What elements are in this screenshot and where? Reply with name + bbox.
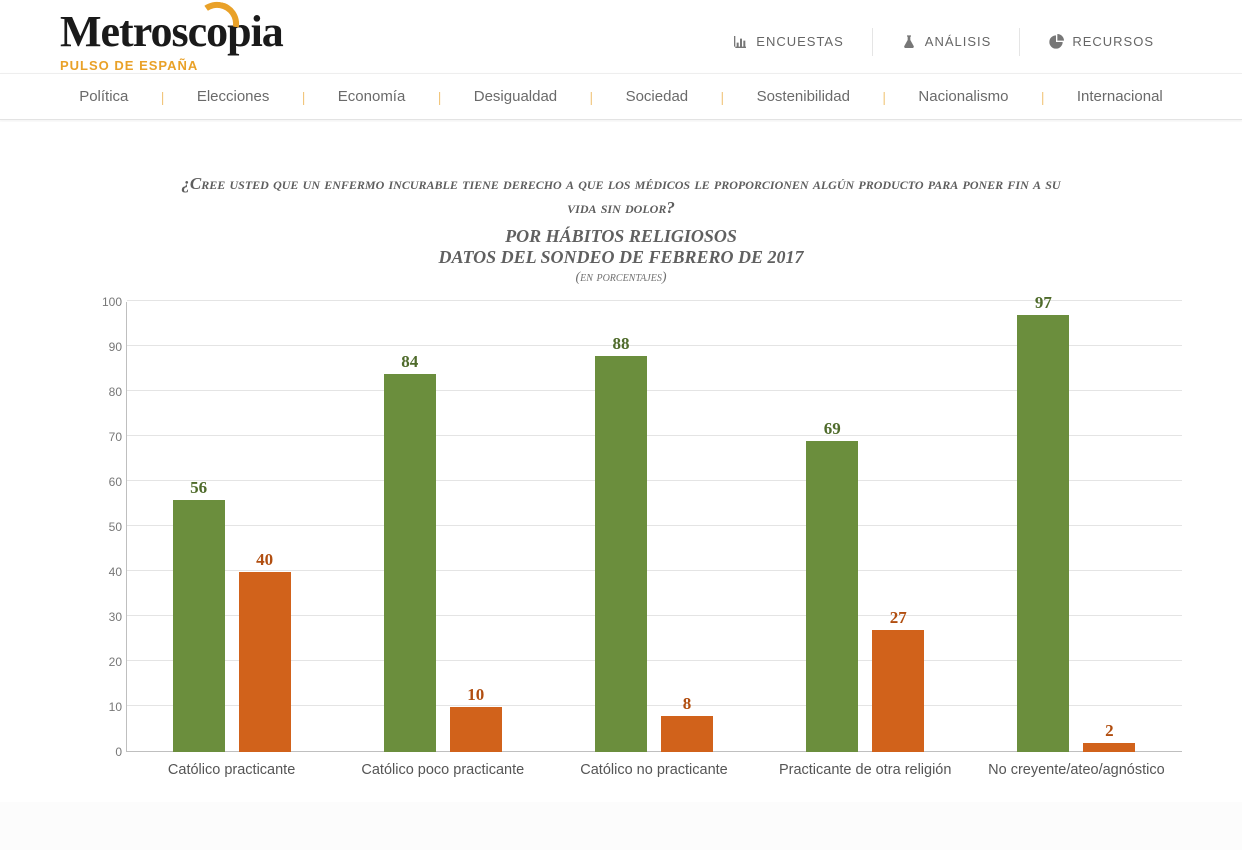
nav-separator: | — [721, 89, 725, 105]
y-tick-label: 50 — [86, 520, 122, 534]
bar: 2 — [1083, 743, 1135, 752]
bar-value-label: 56 — [190, 478, 207, 498]
nav-separator: | — [161, 89, 165, 105]
bar: 8 — [661, 716, 713, 752]
y-tick-label: 40 — [86, 565, 122, 579]
bar-group: 5640 — [126, 302, 337, 752]
topnav-label: RECURSOS — [1072, 34, 1154, 49]
bar: 84 — [384, 374, 436, 752]
topnav-encuestas[interactable]: ENCUESTAS — [704, 28, 873, 56]
nav-separator: | — [302, 89, 306, 105]
category-link[interactable]: Nacionalismo — [912, 88, 1014, 105]
flask-icon — [901, 34, 917, 50]
bar-group: 97 2 — [971, 302, 1182, 752]
pie-chart-icon — [1048, 34, 1064, 50]
y-tick-label: 60 — [86, 475, 122, 489]
header: Metroscopia PULSO DE ESPAÑA ENCUESTAS AN… — [0, 0, 1242, 73]
y-tick-label: 70 — [86, 430, 122, 444]
nav-separator: | — [590, 89, 594, 105]
x-tick-label: Practicante de otra religión — [760, 756, 971, 782]
bar-value-label: 27 — [890, 608, 907, 628]
bar-group: 84 10 — [337, 302, 548, 752]
grid-line — [127, 300, 1182, 301]
category-link[interactable]: Sostenibilidad — [751, 88, 856, 105]
x-tick-label: Católico poco practicante — [337, 756, 548, 782]
chart-subtitle-1: POR HÁBITOS RELIGIOSOS — [60, 226, 1182, 247]
category-link[interactable]: Política — [73, 88, 134, 105]
bar-value-label: 84 — [401, 352, 418, 372]
tagline: PULSO DE ESPAÑA — [60, 58, 283, 73]
brand-block: Metroscopia PULSO DE ESPAÑA — [60, 10, 283, 73]
category-link[interactable]: Economía — [332, 88, 412, 105]
bar-value-label: 88 — [613, 334, 630, 354]
chart-subtitle-3: (en porcentajes) — [60, 270, 1182, 286]
chart-question: ¿Cree usted que un enfermo incurable tie… — [181, 172, 1061, 220]
category-nav: Política | Elecciones | Economía | Desigualdad… — [0, 73, 1242, 120]
bar-group: 888 — [548, 302, 759, 752]
bar-value-label: 10 — [467, 685, 484, 705]
nav-separator: | — [438, 89, 442, 105]
topnav-label: ANÁLISIS — [925, 34, 992, 49]
y-tick-label: 80 — [86, 385, 122, 399]
y-tick-label: 100 — [86, 295, 122, 309]
y-tick-label: 10 — [86, 700, 122, 714]
logo[interactable]: Metroscopia — [60, 10, 283, 54]
bar: 40 — [239, 572, 291, 752]
bar-chart-icon — [732, 34, 748, 50]
bar: 10 — [450, 707, 502, 752]
y-tick-label: 30 — [86, 610, 122, 624]
x-tick-label: Católico practicante — [126, 756, 337, 782]
bar: 56 — [173, 500, 225, 752]
nav-separator: | — [1041, 89, 1045, 105]
x-tick-label: No creyente/ateo/agnóstico — [971, 756, 1182, 782]
category-link[interactable]: Internacional — [1071, 88, 1169, 105]
top-nav: ENCUESTAS ANÁLISIS RECURSOS — [704, 28, 1182, 56]
topnav-label: ENCUESTAS — [756, 34, 844, 49]
bar-group: 6927 — [760, 302, 971, 752]
bar: 69 — [806, 441, 858, 752]
chart-subtitle-2: DATOS DEL SONDEO DE FEBRERO DE 2017 — [60, 247, 1182, 268]
topnav-analisis[interactable]: ANÁLISIS — [873, 28, 1021, 56]
category-link[interactable]: Sociedad — [620, 88, 695, 105]
logo-text: Metroscopia — [60, 7, 283, 56]
x-labels: Católico practicanteCatólico poco practi… — [126, 756, 1182, 782]
bar: 97 — [1017, 315, 1069, 752]
nav-separator: | — [882, 89, 886, 105]
y-tick-label: 90 — [86, 340, 122, 354]
x-tick-label: Católico no practicante — [548, 756, 759, 782]
bar-value-label: 40 — [256, 550, 273, 570]
bar: 27 — [872, 630, 924, 752]
category-link[interactable]: Elecciones — [191, 88, 276, 105]
bar-value-label: 69 — [824, 419, 841, 439]
bar-groups: 564084108886927972 — [126, 302, 1182, 752]
bar: 88 — [595, 356, 647, 752]
chart-titles: ¿Cree usted que un enfermo incurable tie… — [60, 172, 1182, 286]
topnav-recursos[interactable]: RECURSOS — [1020, 28, 1182, 56]
bar-value-label: 8 — [683, 694, 692, 714]
category-link[interactable]: Desigualdad — [468, 88, 563, 105]
chart-container: ¿Cree usted que un enfermo incurable tie… — [0, 122, 1242, 802]
bar-value-label: 2 — [1105, 721, 1114, 741]
bar-value-label: 97 — [1035, 293, 1052, 313]
y-tick-label: 20 — [86, 655, 122, 669]
y-tick-label: 0 — [86, 745, 122, 759]
chart-plot: 0102030405060708090100 56408410888692797… — [86, 302, 1182, 782]
